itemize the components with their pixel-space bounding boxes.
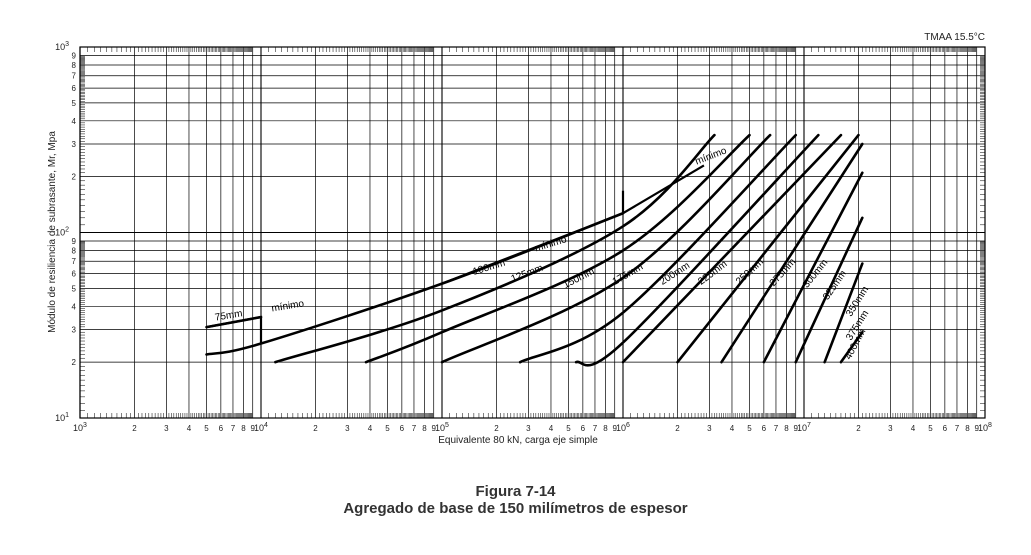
series-line-300mm [720,142,864,364]
tick-label: 2 [856,424,861,433]
tick-label: 6 [219,424,224,433]
tick-label: 3 [345,424,350,433]
tick-label: 9 [72,237,77,246]
tick-label: 2 [132,424,137,433]
tick-label: 3 [707,424,712,433]
tick-label: 4 [911,424,916,433]
minimum-line-2 [621,164,705,216]
series-line-150mm [364,133,751,364]
series-line-275mm [676,133,860,364]
tick-label: 9 [431,424,436,433]
series-line-250mm [621,133,843,364]
tick-label: 8 [241,424,246,433]
tick-label: 7 [231,424,236,433]
temperature-annotation: TMAA 15.5°C [924,32,985,43]
tick-label: 9 [250,424,255,433]
tick-label: 106 [616,422,630,433]
tick-label: 6 [581,424,586,433]
curve-label: 75mm [214,308,243,323]
tick-label: 2 [72,173,77,182]
tick-label: 7 [955,424,960,433]
tick-label: 7 [72,72,77,81]
tick-label: 103 [55,41,69,52]
tick-label: 8 [784,424,789,433]
tick-label: 104 [254,422,268,433]
tick-label: 2 [313,424,318,433]
tick-label: 4 [368,424,373,433]
tick-label: 2 [72,358,77,367]
tick-label: 9 [72,51,77,60]
figure-number: Figura 7-14 [475,483,556,500]
tick-label: 9 [974,424,979,433]
tick-label: 5 [928,424,933,433]
series-line-350mm [794,216,864,364]
tick-label: 2 [675,424,680,433]
curve-label: mínimo [271,298,306,314]
series-line-125mm [274,133,716,364]
tick-label: 2 [494,424,499,433]
tick-label: 6 [400,424,405,433]
curve-label: 150mm [562,266,597,291]
tick-label: 9 [612,424,617,433]
tick-label: 8 [603,424,608,433]
tick-label: 108 [978,422,992,433]
tick-label: 4 [549,424,554,433]
tick-label: 5 [72,284,77,293]
tick-label: 4 [72,302,77,311]
tick-labels: 103 2 3 4 5 6 7 8 9 104 2 3 4 5 6 7 8 9 105 2 3 4 5 6 7 8 9 106 2 3 4 5… [55,41,992,433]
tick-label: 4 [72,117,77,126]
tick-label: 8 [72,61,77,70]
tick-label: 5 [747,424,752,433]
tick-label: 103 [73,422,87,433]
tick-label: 8 [422,424,427,433]
tick-label: 6 [943,424,948,433]
series-line-175mm [440,133,772,364]
series-line-400mm [839,330,864,364]
tick-label: 4 [187,424,192,433]
tick-label: 5 [72,99,77,108]
series-line-200mm [518,133,798,364]
grid [79,47,985,419]
tick-label: 102 [55,227,69,238]
tick-label: 6 [72,270,77,279]
tick-label: 7 [72,257,77,266]
tick-label: 6 [72,84,77,93]
figure-title: Agregado de base de 150 milímetros de es… [343,500,688,517]
tick-label: 107 [797,422,811,433]
curve-label: mínimo [694,145,729,167]
tick-label: 5 [385,424,390,433]
curve-label: 100mm [472,258,507,278]
tick-label: 5 [566,424,571,433]
tick-label: 4 [730,424,735,433]
tick-label: 9 [793,424,798,433]
series-line-225mm [574,133,820,367]
tick-label: 101 [55,412,69,423]
series-line-325mm [762,171,864,364]
plot-frame [79,46,986,419]
series-line-375mm [823,262,864,364]
tick-label: 3 [72,140,77,149]
tick-label: 105 [435,422,449,433]
curve-label: 125mm [510,263,545,285]
tick-label: 6 [762,424,767,433]
tick-label: 3 [526,424,531,433]
minimum-lines [206,164,705,344]
tick-label: 7 [593,424,598,433]
x-axis-label: Equivalente 80 kN, carga eje simple [438,435,598,446]
minimum-line-1 [441,212,624,285]
tick-label: 3 [164,424,169,433]
curve-label: 175mm [611,262,645,288]
tick-label: 8 [72,246,77,255]
tick-label: 7 [774,424,779,433]
tick-label: 3 [72,325,77,334]
tick-label: 3 [888,424,893,433]
tick-label: 5 [204,424,209,433]
tick-label: 7 [412,424,417,433]
minimum-line-0 [206,315,263,344]
tick-label: 8 [965,424,970,433]
y-axis-label: Módulo de resiliencia de subrasante, Mr,… [47,131,58,333]
